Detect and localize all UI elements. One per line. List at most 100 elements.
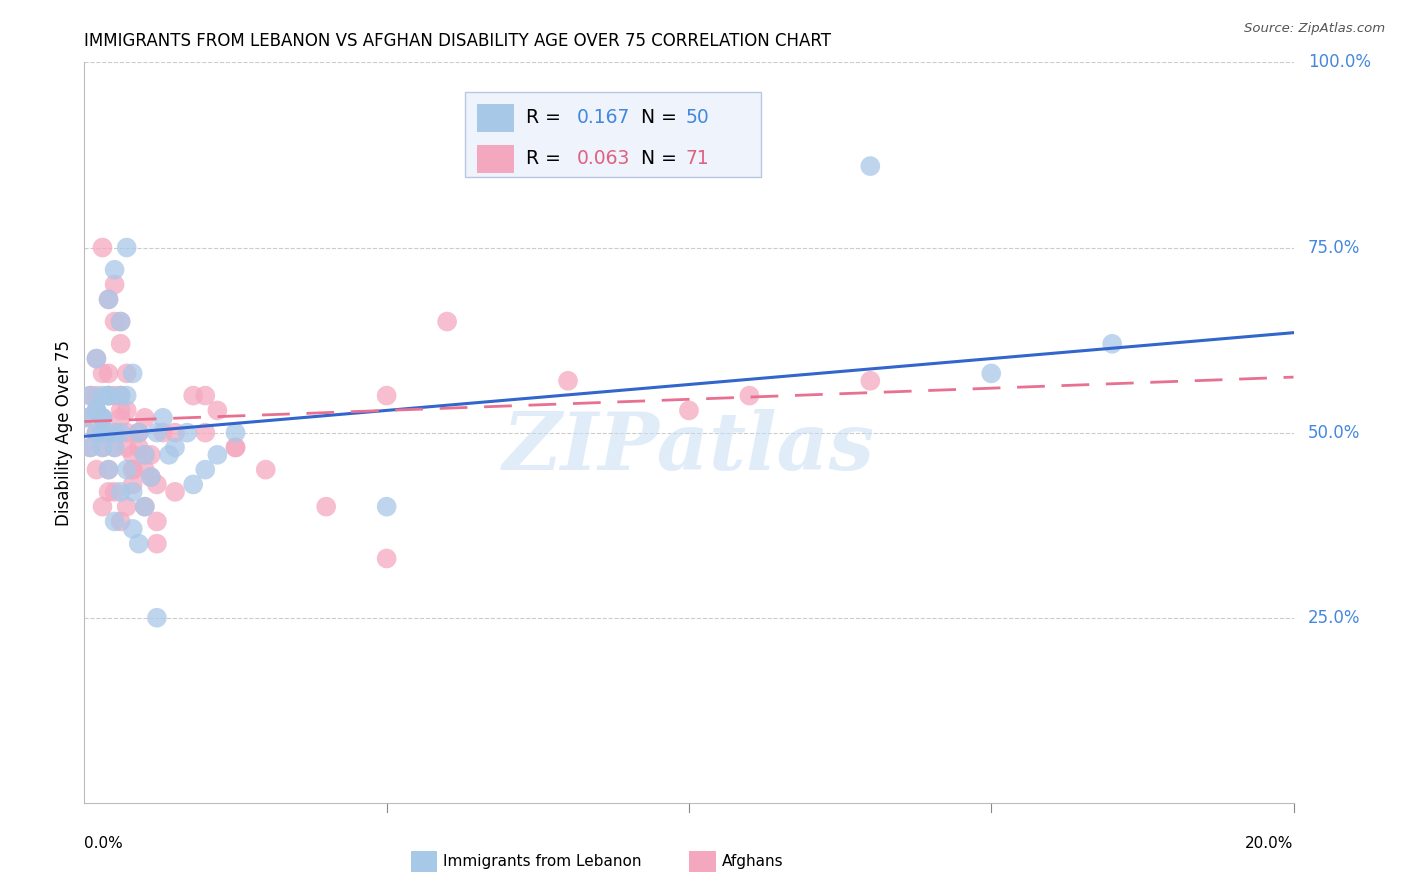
- Point: [134, 410, 156, 425]
- Point: [91, 410, 114, 425]
- Point: [91, 240, 114, 255]
- Point: [678, 403, 700, 417]
- Point: [86, 403, 108, 417]
- Point: [225, 441, 247, 455]
- Text: 0.167: 0.167: [576, 108, 630, 127]
- Point: [859, 374, 882, 388]
- Point: [91, 425, 114, 440]
- Point: [110, 515, 132, 529]
- Point: [73, 410, 96, 425]
- Point: [980, 367, 1002, 381]
- Point: [91, 425, 114, 440]
- Point: [104, 425, 127, 440]
- Point: [79, 441, 101, 455]
- Text: Afghans: Afghans: [721, 854, 783, 869]
- Point: [104, 484, 127, 499]
- Point: [97, 484, 120, 499]
- Point: [134, 500, 156, 514]
- Point: [139, 470, 162, 484]
- Bar: [478, 145, 513, 173]
- Point: [157, 448, 180, 462]
- Point: [738, 388, 761, 402]
- Point: [79, 388, 101, 402]
- Point: [128, 425, 150, 440]
- Point: [134, 448, 156, 462]
- Point: [91, 500, 114, 514]
- Point: [115, 388, 138, 402]
- Point: [146, 536, 169, 550]
- Point: [128, 441, 150, 455]
- Point: [104, 441, 127, 455]
- Point: [134, 448, 156, 462]
- Point: [165, 484, 187, 499]
- Point: [115, 240, 138, 255]
- Text: R =: R =: [526, 108, 567, 127]
- Point: [86, 425, 108, 440]
- Point: [121, 484, 143, 499]
- FancyBboxPatch shape: [465, 92, 762, 178]
- Point: [194, 388, 217, 402]
- Point: [121, 522, 143, 536]
- Point: [115, 441, 138, 455]
- Point: [207, 403, 229, 417]
- Point: [110, 388, 132, 402]
- Point: [134, 462, 156, 476]
- Point: [225, 441, 247, 455]
- Text: N =: N =: [641, 149, 676, 168]
- Text: ZIPatlas: ZIPatlas: [503, 409, 875, 486]
- Point: [139, 448, 162, 462]
- Point: [91, 410, 114, 425]
- Text: R =: R =: [526, 149, 567, 168]
- Point: [152, 425, 174, 440]
- Point: [121, 367, 143, 381]
- Y-axis label: Disability Age Over 75: Disability Age Over 75: [55, 340, 73, 525]
- Point: [97, 367, 120, 381]
- Point: [97, 293, 120, 307]
- Point: [104, 277, 127, 292]
- Point: [128, 425, 150, 440]
- Point: [139, 470, 162, 484]
- Text: Immigrants from Lebanon: Immigrants from Lebanon: [443, 854, 643, 869]
- Point: [104, 425, 127, 440]
- Text: 100.0%: 100.0%: [1308, 54, 1371, 71]
- Point: [121, 462, 143, 476]
- Point: [97, 388, 120, 402]
- Text: 25.0%: 25.0%: [1308, 608, 1361, 627]
- Point: [104, 314, 127, 328]
- Point: [104, 441, 127, 455]
- Point: [315, 500, 337, 514]
- Point: [146, 477, 169, 491]
- Point: [86, 388, 108, 402]
- Point: [97, 293, 120, 307]
- Point: [146, 515, 169, 529]
- Text: 0.0%: 0.0%: [84, 836, 124, 851]
- Point: [110, 314, 132, 328]
- Text: 50: 50: [685, 108, 709, 127]
- Text: 20.0%: 20.0%: [1246, 836, 1294, 851]
- Point: [128, 425, 150, 440]
- Point: [181, 477, 204, 491]
- Text: 0.063: 0.063: [576, 149, 630, 168]
- Point: [110, 484, 132, 499]
- Point: [91, 410, 114, 425]
- Point: [557, 374, 579, 388]
- Point: [97, 388, 120, 402]
- Point: [1101, 336, 1123, 351]
- Point: [375, 551, 398, 566]
- Point: [104, 515, 127, 529]
- Point: [859, 159, 882, 173]
- Text: Source: ZipAtlas.com: Source: ZipAtlas.com: [1244, 22, 1385, 36]
- Point: [146, 610, 169, 624]
- Point: [104, 262, 127, 277]
- Point: [254, 462, 277, 476]
- Point: [115, 425, 138, 440]
- Point: [110, 314, 132, 328]
- Point: [181, 388, 204, 402]
- Point: [115, 403, 138, 417]
- Point: [176, 425, 198, 440]
- Point: [91, 441, 114, 455]
- Text: 50.0%: 50.0%: [1308, 424, 1361, 442]
- Point: [121, 477, 143, 491]
- Point: [73, 410, 96, 425]
- Point: [86, 425, 108, 440]
